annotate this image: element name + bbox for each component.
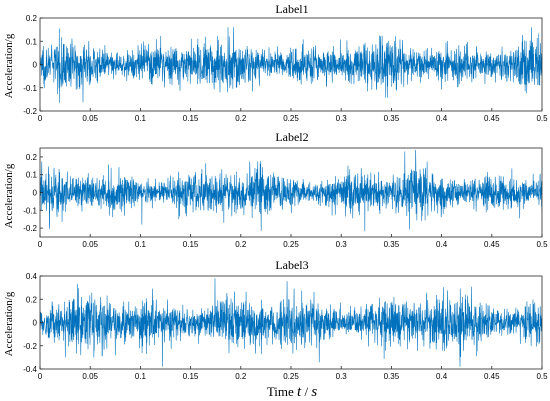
panel-1-ytick-label: 0 <box>33 61 38 70</box>
panel-3-ytick-label: -0.4 <box>23 365 37 374</box>
panel-1-xtick-label: 0.05 <box>82 114 98 123</box>
panel-1-title: Label1 <box>275 2 308 16</box>
panel-1-ytick-label: 0.1 <box>26 37 38 46</box>
panel-3-xtick-label: 0.1 <box>135 372 147 381</box>
panel-2-ylabel: Acceleration/g <box>3 163 15 228</box>
panel-2-xtick-label: 0.05 <box>82 240 98 249</box>
panel-2-title: Label2 <box>275 130 308 144</box>
panel-2-ytick-label: -0.1 <box>23 206 37 215</box>
panel-3-ytick-label: 0.2 <box>26 295 38 304</box>
panel-2-xtick-label: 0.5 <box>536 240 548 249</box>
panel-1-xtick-label: 0.1 <box>135 114 147 123</box>
panel-2-ytick-label: 0 <box>33 189 38 198</box>
panel-2: Label2 Acceleration/g 0 0.05 0.1 0.15 0.2 0.2… <box>3 130 548 249</box>
panel-1-xtick-label: 0.35 <box>384 114 400 123</box>
panel-1-xtick-label: 0.15 <box>183 114 199 123</box>
panel-2-xtick-label: 0.45 <box>484 240 500 249</box>
panel-1-xtick-label: 0.4 <box>436 114 448 123</box>
panel-2-plot: 0 0.05 0.1 0.15 0.2 0.25 0.3 0.35 0.4 0.45 0.5 -0.2… <box>23 147 548 249</box>
panel-2-xtick-label: 0.35 <box>384 240 400 249</box>
panel-3-xtick-label: 0.25 <box>283 372 299 381</box>
panel-1-ytick-label: -0.2 <box>23 107 37 116</box>
panel-3-xtick-label: 0.35 <box>384 372 400 381</box>
panel-3-xtick-label: 0.45 <box>484 372 500 381</box>
panel-1-xtick-label: 0.5 <box>536 114 548 123</box>
panel-2-xtick-label: 0.3 <box>336 240 348 249</box>
panel-1-xtick-label: 0.45 <box>484 114 500 123</box>
panel-2-xtick-label: 0.2 <box>235 240 247 249</box>
panel-2-xtick-label: 0 <box>38 240 43 249</box>
panel-3-xtick-label: 0.2 <box>235 372 247 381</box>
panel-3-xtick-label: 0.4 <box>436 372 448 381</box>
panel-1-ylabel: Acceleration/g <box>3 33 15 98</box>
panel-1-ytick-label: 0.2 <box>26 14 38 23</box>
panel-3-ytick-label: -0.2 <box>23 342 37 351</box>
panel-1-ytick-label: -0.1 <box>23 84 37 93</box>
panel-1: Label1 Acceleration/g 0 0.05 0.1 0.15 0.2 0.2… <box>3 2 548 123</box>
panel-2-series-line <box>40 149 542 232</box>
panel-2-ytick-label: 0.2 <box>26 153 38 162</box>
x-axis-label: Time t / s <box>267 384 318 400</box>
panel-3-xtick-label: 0.3 <box>336 372 348 381</box>
panel-3-plot: 0 0.05 0.1 0.15 0.2 0.25 0.3 0.35 0.4 0.45 0.5 -0.4… <box>23 272 548 381</box>
panel-3-xtick-label: 0 <box>38 372 43 381</box>
panel-2-xtick-label: 0.15 <box>183 240 199 249</box>
panel-3: Label3 Acceleration/g 0 0.05 0.1 0.15 0.2 0.2… <box>3 258 548 381</box>
panel-1-xtick-label: 0.2 <box>235 114 247 123</box>
panel-1-xtick-label: 0.25 <box>283 114 299 123</box>
panel-2-ytick-label: 0.1 <box>26 171 38 180</box>
panel-2-xtick-label: 0.25 <box>283 240 299 249</box>
x-axis-label-sep: / <box>301 384 311 399</box>
panel-2-ytick-label: -0.2 <box>23 224 37 233</box>
panel-3-ylabel: Acceleration/g <box>3 291 15 356</box>
panel-1-series-line <box>40 27 542 103</box>
panel-3-ytick-label: 0 <box>33 319 38 328</box>
panel-3-xtick-label: 0.5 <box>536 372 548 381</box>
panel-3-ytick-label: 0.4 <box>26 272 38 281</box>
panel-2-xtick-label: 0.4 <box>436 240 448 249</box>
panel-3-xtick-label: 0.15 <box>183 372 199 381</box>
x-axis-label-var: t <box>297 384 302 400</box>
panel-3-series-line <box>40 278 542 367</box>
panel-3-xtick-label: 0.05 <box>82 372 98 381</box>
x-axis-label-unit: s <box>311 384 317 400</box>
x-axis-label-text: Time <box>267 384 297 399</box>
panel-1-xtick-label: 0.3 <box>336 114 348 123</box>
panel-1-xtick-label: 0 <box>38 114 43 123</box>
panel-3-title: Label3 <box>275 258 308 272</box>
panel-1-plot: 0 0.05 0.1 0.15 0.2 0.25 0.3 0.35 0.4 0.45 0.5 -0.2… <box>23 14 548 123</box>
panel-2-xtick-label: 0.1 <box>135 240 147 249</box>
